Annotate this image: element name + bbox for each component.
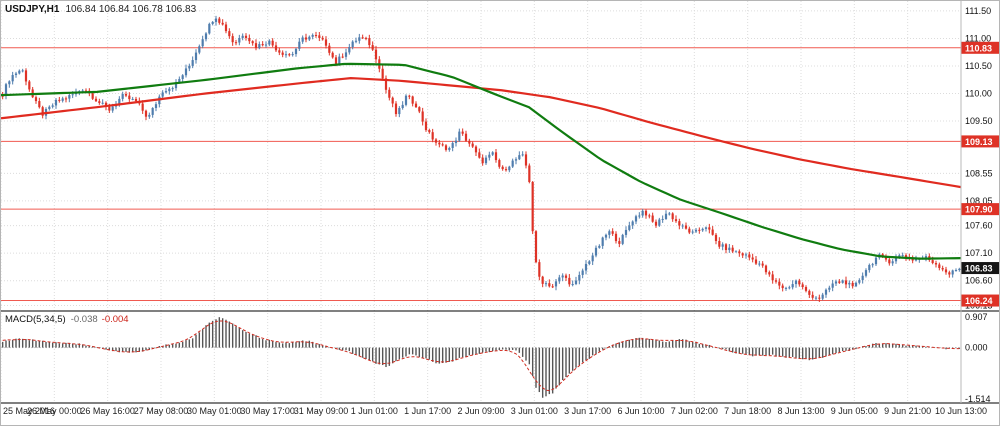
- svg-text:9 Jun 05:00: 9 Jun 05:00: [831, 406, 878, 416]
- svg-text:0.000: 0.000: [965, 343, 988, 353]
- svg-text:3 Jun 01:00: 3 Jun 01:00: [511, 406, 558, 416]
- svg-text:1 Jun 01:00: 1 Jun 01:00: [351, 406, 398, 416]
- svg-text:30 May 17:00: 30 May 17:00: [240, 406, 295, 416]
- svg-text:2 Jun 09:00: 2 Jun 09:00: [457, 406, 504, 416]
- svg-text:-1.514: -1.514: [965, 394, 991, 404]
- svg-text:7 Jun 18:00: 7 Jun 18:00: [724, 406, 771, 416]
- svg-text:31 May 09:00: 31 May 09:00: [294, 406, 349, 416]
- svg-text:26 May 16:00: 26 May 16:00: [80, 406, 135, 416]
- svg-text:8 Jun 13:00: 8 Jun 13:00: [777, 406, 824, 416]
- svg-text:0.907: 0.907: [965, 312, 988, 322]
- svg-text:27 May 08:00: 27 May 08:00: [134, 406, 189, 416]
- svg-text:106.24: 106.24: [965, 296, 993, 306]
- svg-text:30 May 01:00: 30 May 01:00: [187, 406, 242, 416]
- svg-text:107.90: 107.90: [965, 205, 993, 215]
- svg-text:106.83: 106.83: [965, 264, 993, 274]
- svg-text:6 Jun 10:00: 6 Jun 10:00: [617, 406, 664, 416]
- svg-text:108.55: 108.55: [965, 168, 993, 178]
- svg-text:111.50: 111.50: [965, 6, 991, 16]
- svg-text:110.00: 110.00: [965, 89, 992, 99]
- svg-text:110.50: 110.50: [965, 61, 992, 71]
- svg-text:1 Jun 17:00: 1 Jun 17:00: [404, 406, 451, 416]
- svg-text:107.10: 107.10: [965, 248, 993, 258]
- svg-text:3 Jun 17:00: 3 Jun 17:00: [564, 406, 611, 416]
- svg-text:10 Jun 13:00: 10 Jun 13:00: [935, 406, 987, 416]
- svg-text:7 Jun 02:00: 7 Jun 02:00: [671, 406, 718, 416]
- svg-text:9 Jun 21:00: 9 Jun 21:00: [884, 406, 931, 416]
- svg-text:26 May 00:00: 26 May 00:00: [27, 406, 82, 416]
- svg-text:109.50: 109.50: [965, 116, 993, 126]
- svg-text:25 May 2016: 25 May 2016: [3, 406, 55, 416]
- svg-text:108.05: 108.05: [965, 196, 993, 206]
- svg-text:106.60: 106.60: [965, 276, 993, 286]
- svg-text:111.00: 111.00: [965, 33, 991, 43]
- svg-text:107.60: 107.60: [965, 221, 993, 231]
- svg-text:110.83: 110.83: [965, 43, 992, 53]
- svg-text:109.13: 109.13: [965, 137, 993, 147]
